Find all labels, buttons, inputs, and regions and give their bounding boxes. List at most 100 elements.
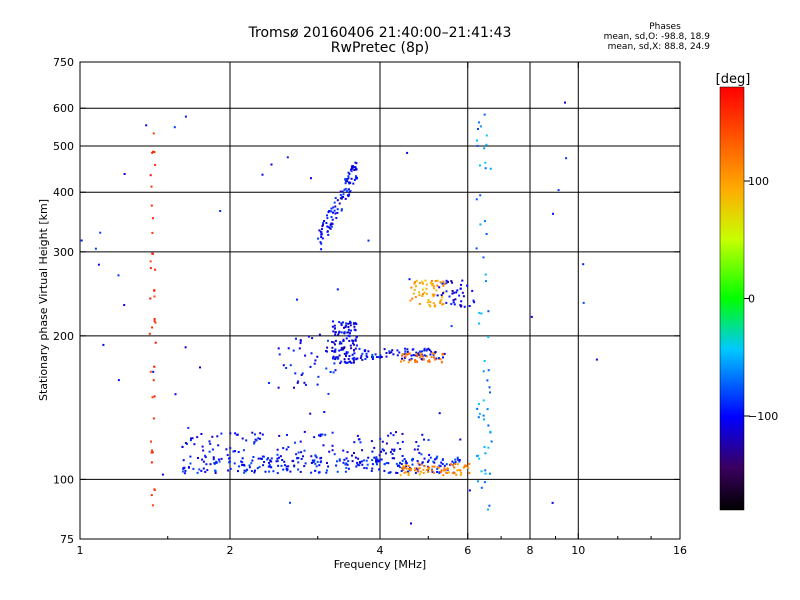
data-point xyxy=(487,508,489,511)
data-point xyxy=(457,458,459,461)
data-point xyxy=(478,412,481,415)
data-point xyxy=(530,315,533,318)
data-point xyxy=(361,460,363,463)
data-point xyxy=(345,462,348,465)
data-point xyxy=(486,379,489,382)
data-point xyxy=(217,458,220,461)
data-point xyxy=(206,469,209,472)
data-point xyxy=(220,432,223,435)
data-point xyxy=(425,468,428,471)
data-point xyxy=(318,333,321,336)
data-point xyxy=(292,349,295,352)
data-point xyxy=(332,357,334,360)
data-point xyxy=(342,340,345,342)
data-point xyxy=(218,460,221,463)
data-point xyxy=(253,441,256,444)
data-point xyxy=(486,408,489,411)
data-point xyxy=(347,460,350,462)
data-point xyxy=(319,435,322,438)
data-point xyxy=(327,339,329,342)
data-point xyxy=(287,446,290,449)
data-point xyxy=(297,461,300,464)
data-point xyxy=(460,283,462,286)
data-point xyxy=(272,470,275,473)
data-point xyxy=(311,337,314,340)
data-point xyxy=(479,125,482,128)
data-point xyxy=(582,301,585,304)
data-point xyxy=(459,469,462,472)
data-point xyxy=(332,355,335,358)
phase-stats: Phases mean, sd,O: -98.8, 18.9 mean, sd,… xyxy=(600,22,710,52)
data-point xyxy=(154,164,157,166)
data-point xyxy=(414,472,417,474)
data-point xyxy=(341,190,344,193)
data-point xyxy=(488,504,491,507)
data-point xyxy=(407,473,410,476)
data-point xyxy=(401,455,404,457)
data-point xyxy=(248,464,251,467)
data-point xyxy=(455,291,458,294)
data-point xyxy=(356,463,359,466)
data-point xyxy=(376,458,379,461)
data-point xyxy=(330,207,333,210)
data-point xyxy=(287,347,290,350)
data-point xyxy=(412,458,414,460)
data-point xyxy=(413,282,416,285)
data-point xyxy=(320,248,323,251)
data-point xyxy=(348,335,351,338)
data-point xyxy=(457,463,459,466)
data-point xyxy=(432,285,435,288)
data-point xyxy=(340,322,343,325)
data-point xyxy=(482,370,485,373)
data-point xyxy=(317,375,320,378)
data-point xyxy=(333,350,336,353)
title-block: Tromsø 20160406 21:40:00–21:41:43 RwPret… xyxy=(230,26,530,56)
data-points xyxy=(80,101,598,525)
data-point xyxy=(173,126,176,129)
data-point xyxy=(355,175,357,178)
data-point xyxy=(257,457,260,460)
data-point xyxy=(334,357,337,360)
data-point xyxy=(389,451,392,454)
data-point xyxy=(313,436,316,439)
data-point xyxy=(321,237,324,240)
data-point xyxy=(338,459,341,462)
data-point xyxy=(436,294,439,297)
data-point xyxy=(193,443,196,446)
data-point xyxy=(442,284,445,287)
phase-o-stats: mean, sd,O: -98.8, 18.9 xyxy=(603,32,710,42)
data-point xyxy=(480,470,483,473)
data-point xyxy=(392,353,395,356)
data-point xyxy=(411,297,414,300)
data-point xyxy=(344,179,347,182)
data-point xyxy=(328,210,331,213)
data-point xyxy=(276,448,279,451)
data-point xyxy=(407,464,410,467)
data-point xyxy=(423,349,426,352)
data-point xyxy=(480,312,483,315)
data-point xyxy=(359,441,362,444)
data-point xyxy=(320,236,323,238)
data-point xyxy=(229,432,232,435)
data-point xyxy=(340,208,343,211)
data-point xyxy=(347,322,350,325)
data-point xyxy=(449,463,452,466)
data-point xyxy=(462,295,465,298)
data-point xyxy=(377,356,380,359)
data-point xyxy=(463,305,466,308)
data-point xyxy=(413,288,416,291)
data-point xyxy=(477,403,480,405)
data-point xyxy=(353,441,356,444)
data-point xyxy=(433,293,436,296)
data-point xyxy=(297,380,300,383)
data-point xyxy=(293,386,295,389)
data-point xyxy=(415,441,418,443)
data-point xyxy=(358,464,361,467)
data-point xyxy=(331,431,334,434)
data-point xyxy=(436,471,439,473)
data-point xyxy=(255,439,258,442)
data-point xyxy=(393,457,396,460)
data-point xyxy=(217,444,220,447)
data-point xyxy=(414,296,417,298)
data-point xyxy=(418,451,421,454)
